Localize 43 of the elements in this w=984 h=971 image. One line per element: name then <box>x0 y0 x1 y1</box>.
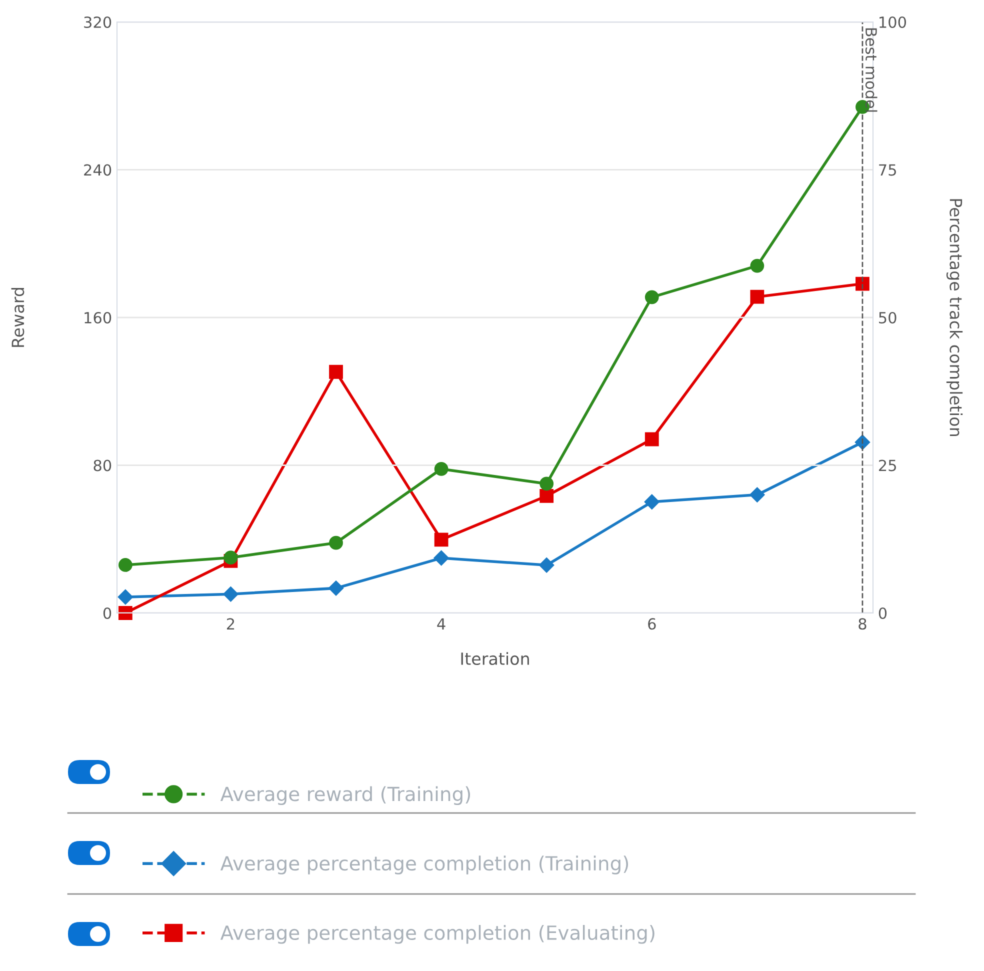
point <box>750 258 764 273</box>
point <box>224 550 238 565</box>
point <box>540 489 554 503</box>
y-tick-label: 240 <box>84 164 112 176</box>
y2-tick-label: 25 <box>878 460 896 472</box>
x-tick-label: 8 <box>858 618 866 630</box>
x-tick-label: 4 <box>437 618 446 630</box>
y-tick-label: 0 <box>103 607 112 620</box>
legend-label: Average percentage completion (Evaluating) <box>220 924 654 944</box>
x-axis-title: Iteration <box>461 652 529 665</box>
point <box>434 462 448 476</box>
point <box>854 434 870 450</box>
point <box>118 558 132 572</box>
x-tick-label: 6 <box>648 618 656 630</box>
point <box>540 476 554 491</box>
y-axis-title: Reward <box>11 288 24 347</box>
point <box>539 558 554 573</box>
point <box>328 580 344 596</box>
y2-axis-title: Percentage track completion <box>946 199 963 436</box>
point <box>856 276 870 291</box>
legend-label: Average percentage completion (Training) <box>220 856 628 874</box>
point <box>434 532 448 547</box>
point <box>750 487 765 502</box>
y-tick-label: 160 <box>84 312 112 324</box>
y2-tick-label: 100 <box>880 16 906 28</box>
point <box>223 586 238 602</box>
y2-tick-label: 75 <box>879 164 896 176</box>
y2-tick-label: 0 <box>878 607 887 620</box>
point <box>329 364 343 379</box>
point <box>644 290 659 304</box>
point <box>644 494 660 510</box>
point <box>750 290 764 304</box>
y-tick-label: 320 <box>84 16 112 28</box>
y-tick-label: 80 <box>94 460 112 472</box>
y2-tick-label: 50 <box>879 312 896 324</box>
legend-label: Average reward (Training) <box>220 786 470 806</box>
x-tick-label: 2 <box>226 618 234 630</box>
point <box>434 550 449 566</box>
point <box>644 432 659 446</box>
point <box>118 606 132 620</box>
ref-line-label: Best model <box>865 28 878 112</box>
point <box>118 589 133 605</box>
point <box>329 536 343 550</box>
